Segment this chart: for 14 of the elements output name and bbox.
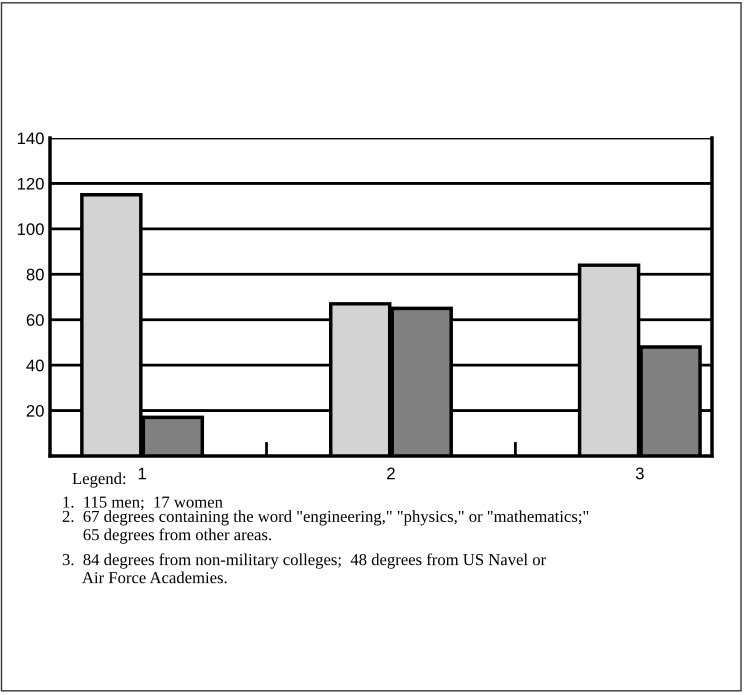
text: Legend: bbox=[72, 472, 126, 488]
x-tick-label: 1 bbox=[138, 468, 146, 480]
y-tick-label: 100 bbox=[18, 223, 44, 236]
y-tick-label: 40 bbox=[26, 360, 44, 372]
y-tick-label: 60 bbox=[26, 314, 44, 326]
text: 1. 115 men; 17 women bbox=[63, 496, 223, 510]
x-tick-label: 2 bbox=[387, 468, 395, 480]
y-tick-label: 80 bbox=[26, 268, 44, 280]
y-tick-label: 120 bbox=[18, 178, 44, 190]
y-tick-label: 20 bbox=[26, 404, 44, 417]
x-tick-label: 3 bbox=[636, 468, 644, 480]
y-tick-label: 140 bbox=[18, 132, 44, 144]
text: 2. 67 degrees containing the word "engineering," "physics," or "mathematics;" 65 degrees from other areas. bbox=[62, 510, 588, 544]
text: 3. 84 degrees from non-military colleges; 48 degrees from US Navel or Air Force Academies. bbox=[62, 553, 546, 584]
